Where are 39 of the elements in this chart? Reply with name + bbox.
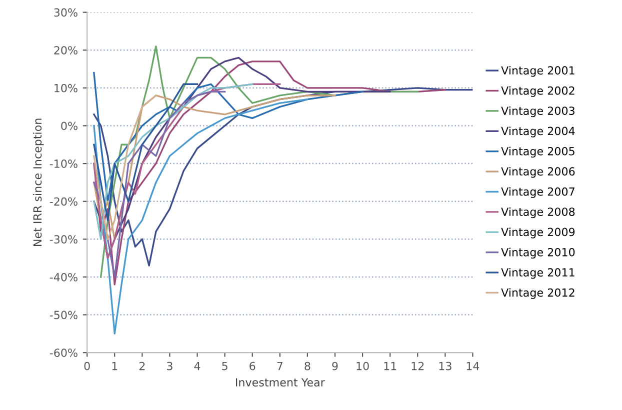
x-tick-label: 4 [194, 362, 200, 370]
legend-label: Vintage 2007 [501, 187, 574, 198]
y-tick-label: -40% [50, 272, 78, 282]
legend-label: Vintage 2008 [501, 207, 575, 218]
legend-label: Vintage 2005 [501, 146, 574, 158]
x-tick-label: 9 [332, 362, 338, 370]
x-tick-label: 3 [167, 362, 172, 370]
x-tick-label: 12 [412, 362, 424, 370]
x-tick-label: 0 [84, 362, 90, 370]
y-tick-label: -10% [50, 160, 78, 168]
y-axis-title: Net IRR since Inception [33, 118, 44, 246]
y-tick-label: 0% [61, 122, 78, 130]
x-tick-label: 8 [304, 362, 310, 370]
y-tick-label: -30% [50, 235, 78, 244]
legend-label: Vintage 2010 [501, 248, 575, 259]
legend-label: Vintage 2009 [501, 228, 575, 238]
legend-label: Vintage 2003 [501, 106, 574, 118]
legend-label: Vintage 2001 [501, 66, 574, 77]
x-tick-label: 10 [356, 362, 369, 370]
x-tick-label: 6 [250, 362, 256, 370]
y-tick-label: 10% [54, 84, 78, 92]
legend-label: Vintage 2011 [501, 268, 574, 279]
x-tick-label: 7 [277, 362, 282, 370]
x-tick-label: 1 [112, 362, 118, 370]
x-tick-label: 5 [222, 362, 228, 370]
x-tick-label: 11 [384, 362, 396, 370]
y-tick-label: 30% [54, 8, 78, 17]
x-tick-label: 13 [439, 362, 452, 370]
legend-label: Vintage 2002 [501, 86, 574, 97]
legend-label: Vintage 2012 [501, 288, 574, 299]
x-axis-title: Investment Year [236, 378, 325, 387]
y-tick-label: -20% [50, 197, 78, 206]
x-tick-label: 14 [466, 362, 480, 370]
x-tick-label: 2 [139, 362, 145, 370]
y-tick-label: -60% [50, 348, 78, 357]
y-tick-label: 20% [54, 46, 78, 54]
legend-label: Vintage 2004 [501, 126, 575, 138]
legend-label: Vintage 2006 [501, 166, 575, 178]
y-tick-label: -50% [50, 310, 78, 320]
